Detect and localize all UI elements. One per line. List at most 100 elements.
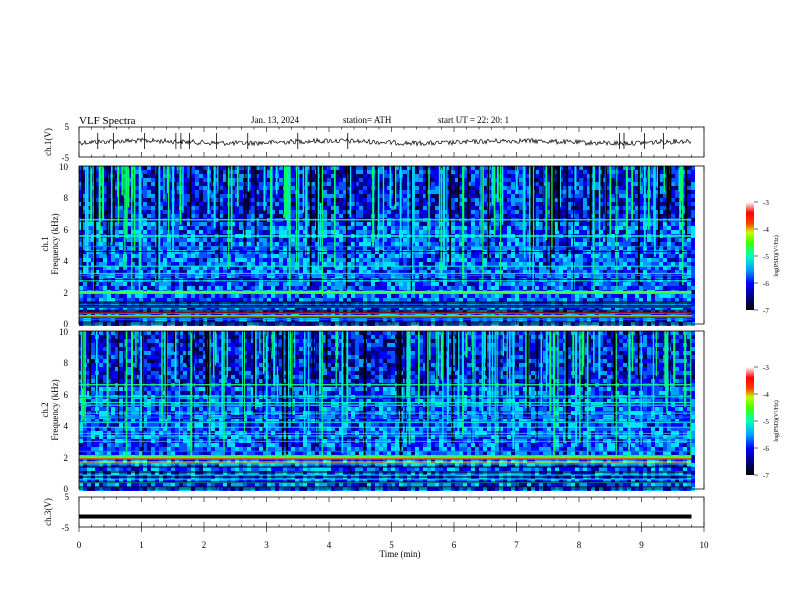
spectrogram-cell — [91, 190, 95, 194]
spectrogram-cell — [607, 170, 611, 174]
spectrogram-cell — [551, 278, 555, 282]
spectrogram-cell — [147, 230, 151, 234]
spectrogram-cell — [91, 226, 95, 230]
spectrogram-cell — [607, 198, 611, 202]
spectrogram-cell — [259, 210, 263, 214]
spectrogram-cell — [223, 274, 227, 278]
spectrogram-cell — [95, 182, 99, 186]
spectrogram-cell — [111, 274, 115, 278]
spectrogram-cell — [143, 186, 147, 190]
spectrogram-cell — [211, 278, 215, 282]
spectrogram-cell — [203, 250, 207, 254]
spectrogram-cell — [107, 254, 111, 258]
spectrogram-cell — [507, 174, 511, 178]
spectrogram-cell — [239, 206, 243, 210]
spectrogram-cell — [351, 282, 355, 286]
spectrogram-cell — [307, 230, 311, 234]
spectrogram-cell — [379, 286, 383, 290]
spectrogram-cell — [547, 214, 551, 218]
spectrogram-cell — [631, 270, 635, 274]
spectrogram-cell — [127, 226, 131, 230]
spectrogram-cell — [619, 278, 623, 282]
spectrogram-cell — [231, 238, 235, 242]
spectrogram-cell — [503, 206, 507, 210]
spectrogram-cell — [427, 286, 431, 290]
spectrogram-cell — [103, 282, 107, 286]
spectrogram-cell — [515, 286, 519, 290]
spectrogram-cell — [543, 242, 547, 246]
spectrogram-cell — [87, 270, 91, 274]
spectrogram-cell — [491, 254, 495, 258]
spectrogram-cell — [487, 274, 491, 278]
spectrogram-cell — [115, 206, 119, 210]
spectrogram-cell — [95, 202, 99, 206]
spectrogram-cell — [87, 250, 91, 254]
spectrogram-cell — [599, 166, 603, 170]
spectrogram-cell — [623, 226, 627, 230]
spectrogram-cell — [419, 226, 423, 230]
spectrogram-cell — [455, 258, 459, 262]
spectrogram-cell — [387, 198, 391, 202]
spectrogram-cell — [303, 242, 307, 246]
spectrogram-cell — [311, 222, 315, 226]
spectrogram-cell — [595, 274, 599, 278]
spectrogram-cell — [447, 170, 451, 174]
spectrogram-cell — [115, 266, 119, 270]
spectrogram-cell — [535, 210, 539, 214]
spectrogram-cell — [327, 274, 331, 278]
spectrogram-cell — [659, 258, 663, 262]
spectrogram-cell — [567, 254, 571, 258]
spectrogram-cell — [363, 262, 367, 266]
spectrogram-cell — [87, 166, 91, 170]
spectrogram-cell — [267, 210, 271, 214]
spectrogram-cell — [511, 178, 515, 182]
spectrogram-cell — [143, 226, 147, 230]
spectrogram-cell — [159, 186, 163, 190]
spectrogram-cell — [263, 258, 267, 262]
spectrogram-cell — [119, 286, 123, 290]
spectrogram-cell — [503, 286, 507, 290]
spectrogram-cell — [583, 274, 587, 278]
spectrogram-cell — [131, 206, 135, 210]
spectrogram-cell — [127, 270, 131, 274]
spectrogram-cell — [671, 226, 675, 230]
spectrogram-cell — [659, 170, 663, 174]
spectrogram-cell — [455, 242, 459, 246]
spectrogram-cell — [251, 182, 255, 186]
spectrogram-cell — [451, 214, 455, 218]
spectrogram-cell — [311, 274, 315, 278]
spectrogram-cell — [139, 278, 143, 282]
spectrogram-cell — [103, 246, 107, 250]
spectrogram-cell — [115, 246, 119, 250]
spectrogram-cell — [543, 262, 547, 266]
spectrogram-cell — [351, 178, 355, 182]
spectrogram-cell — [187, 190, 191, 194]
spectrogram-cell — [299, 202, 303, 206]
spectrogram-cell — [679, 250, 683, 254]
spectrogram-cell — [643, 286, 647, 290]
spectrogram-cell — [391, 170, 395, 174]
spectrogram-cell — [395, 282, 399, 286]
spectrogram-cell — [243, 282, 247, 286]
spectrogram-cell — [419, 278, 423, 282]
spectrogram-cell — [543, 282, 547, 286]
spectrogram-cell — [195, 194, 199, 198]
spectrogram-cell — [619, 254, 623, 258]
spectrogram-cell — [583, 230, 587, 234]
spectrogram-cell — [403, 242, 407, 246]
spectrogram-cell — [83, 242, 87, 246]
spectrogram-cell — [475, 262, 479, 266]
spectrogram-cell — [191, 242, 195, 246]
spectrogram-cell — [275, 274, 279, 278]
spectrogram-cell — [559, 230, 563, 234]
spectrogram-cell — [359, 170, 363, 174]
spectrogram-cell — [551, 274, 555, 278]
spectrogram-cell — [299, 222, 303, 226]
spectrogram-cell — [271, 206, 275, 210]
spectrogram-cell — [215, 170, 219, 174]
spectrogram-cell — [219, 214, 223, 218]
spectrogram-cell — [635, 222, 639, 226]
spectrogram-cell — [91, 266, 95, 270]
spectrogram-cell — [267, 226, 271, 230]
spectrogram-cell — [479, 242, 483, 246]
